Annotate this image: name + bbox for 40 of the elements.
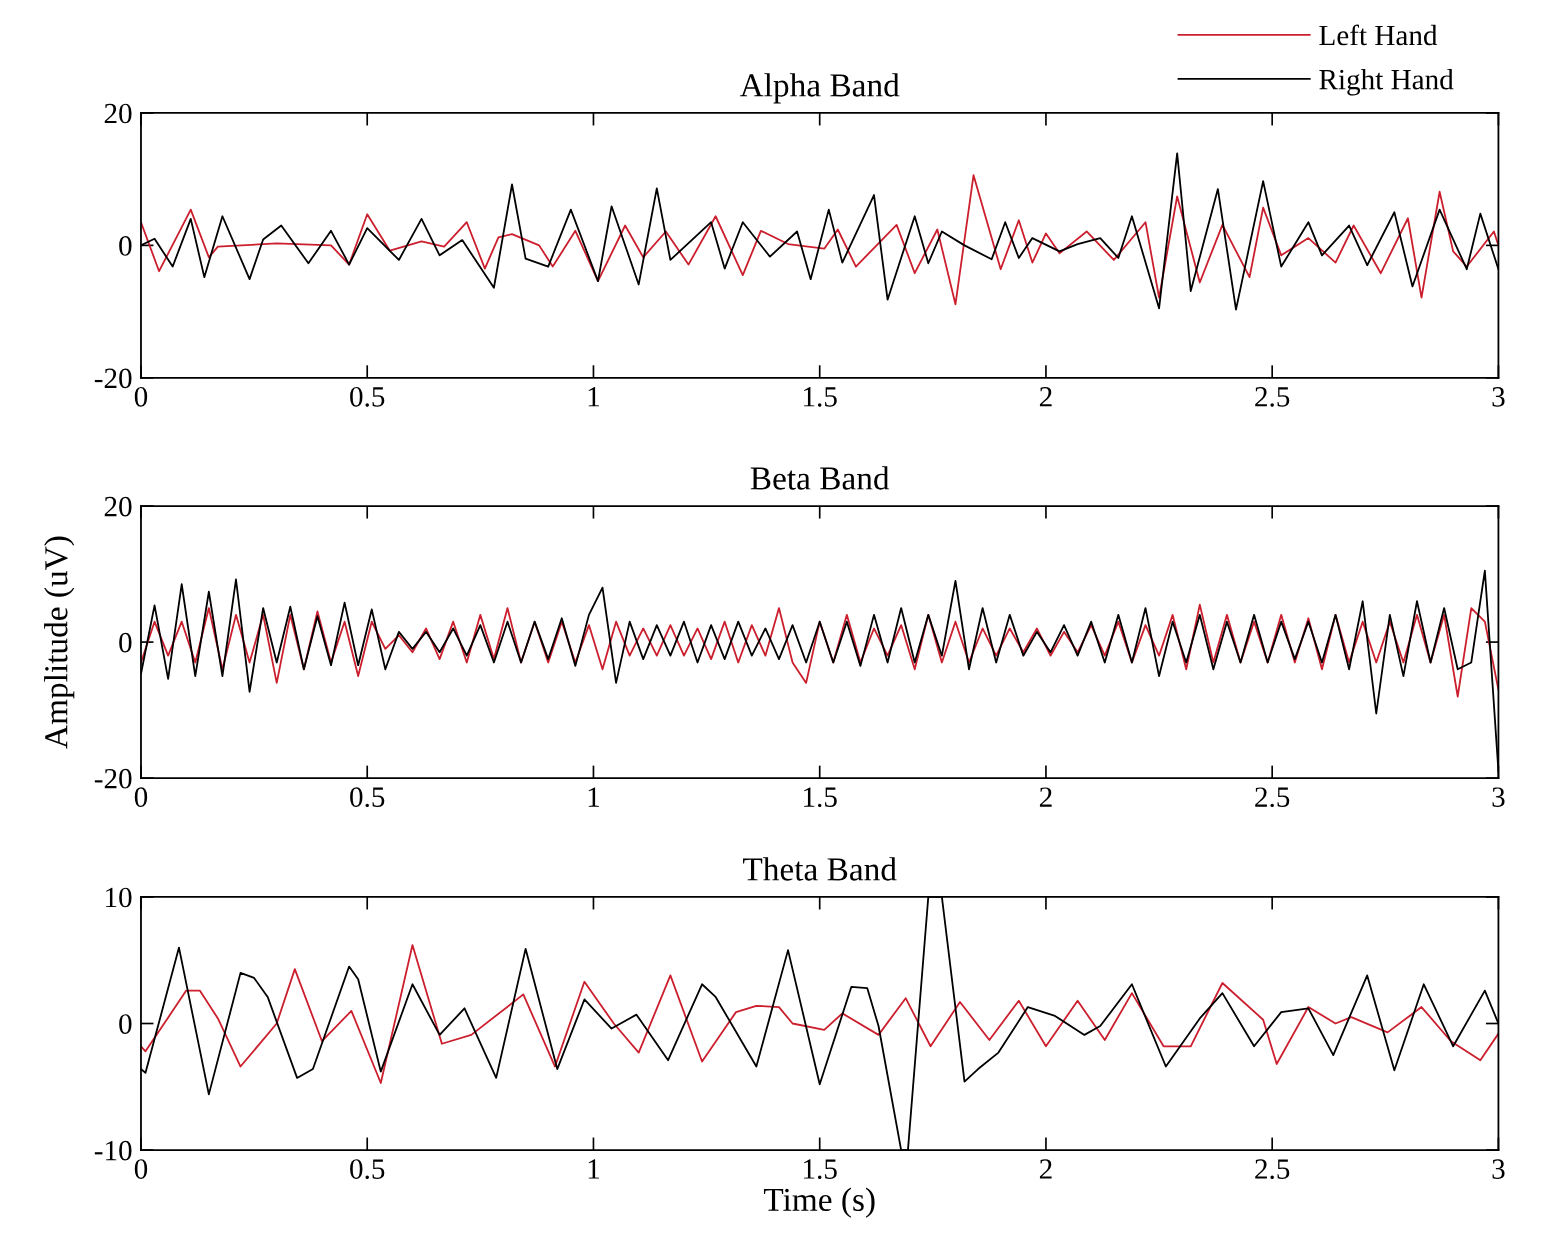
x-tick-label: 0: [134, 787, 148, 807]
x-axis-title: Time (s): [763, 1187, 875, 1218]
chart-title: Alpha Band: [739, 73, 900, 104]
x-tick-label: 1: [588, 1159, 599, 1179]
y-tick-label: 20: [104, 496, 132, 517]
line-series: [140, 603, 1499, 698]
x-tick-label: 2.5: [1255, 787, 1290, 808]
y-tick-label: -20: [94, 368, 132, 389]
x-tick-label: 1.5: [804, 787, 837, 808]
x-tick-label: 2: [1039, 787, 1052, 807]
y-tick-label: 0: [119, 1014, 132, 1034]
legend-label: Right Hand: [1319, 68, 1454, 96]
x-tick-label: 3: [1492, 387, 1505, 407]
chart-title: Beta Band: [750, 466, 890, 490]
x-tick-label: 0: [134, 1159, 148, 1179]
chart-title: Theta Band: [743, 857, 897, 881]
x-tick-label: 1.5: [804, 1159, 837, 1180]
x-tick-label: 3: [1492, 1159, 1505, 1179]
x-tick-label: 3: [1492, 787, 1505, 807]
x-tick-label: 1: [588, 787, 599, 807]
x-tick-label: 0.5: [350, 1159, 385, 1180]
x-tick-label: 2.5: [1255, 387, 1290, 407]
legend-label: Left Hand: [1319, 24, 1438, 46]
x-tick-label: 0.5: [350, 787, 385, 808]
y-tick-label: 20: [104, 103, 132, 124]
line-series: [140, 944, 1499, 1084]
y-axis-title: Amplitude (uV): [44, 536, 75, 749]
x-tick-label: 0: [134, 386, 148, 407]
y-tick-label: 0: [119, 236, 132, 256]
x-tick-label: 1: [588, 387, 599, 407]
line-series: [140, 174, 1499, 306]
x-tick-label: 1.5: [804, 387, 837, 407]
y-tick-label: -20: [94, 768, 132, 789]
x-tick-label: 2.5: [1255, 1159, 1290, 1180]
x-tick-label: 2: [1039, 387, 1052, 407]
y-tick-label: 10: [106, 887, 132, 908]
x-tick-label: 0.5: [350, 386, 385, 407]
x-tick-label: 2: [1039, 1159, 1052, 1179]
y-tick-label: -10: [94, 1140, 132, 1161]
y-tick-label: 0: [119, 632, 132, 653]
